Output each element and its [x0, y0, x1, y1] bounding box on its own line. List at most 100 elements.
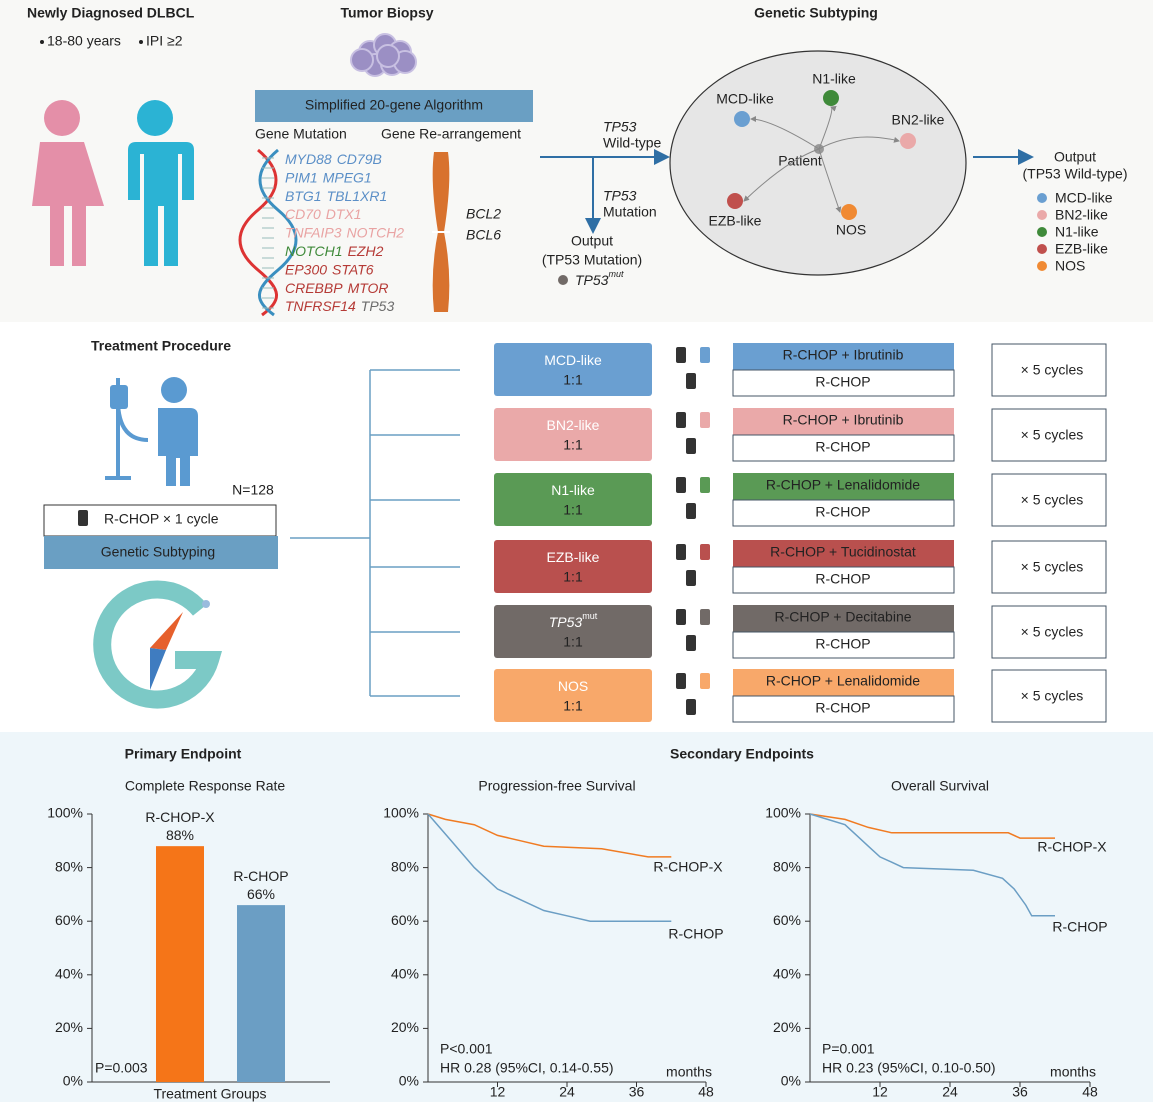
- y-tick-label: 100%: [765, 805, 801, 821]
- gene-line: NOTCH1 EZH2: [285, 243, 384, 259]
- drug-bag: [676, 609, 686, 625]
- section-title: Tumor Biopsy: [340, 5, 433, 21]
- gene-line: TNFAIP3 NOTCH2: [285, 224, 404, 240]
- arm-box: [494, 343, 652, 396]
- female-head: [44, 100, 80, 136]
- drug-bag: [78, 510, 88, 526]
- output-title: Output: [571, 233, 613, 249]
- bar-value-label: 66%: [247, 886, 275, 902]
- experimental-regimen: R-CHOP + Tucidinostat: [770, 544, 916, 560]
- cycles-label: × 5 cycles: [1021, 362, 1084, 378]
- drug-bag: [686, 373, 696, 389]
- y-tick-label: 20%: [773, 1019, 801, 1035]
- cycles-box: [991, 343, 1107, 397]
- y-tick-label: 20%: [391, 1019, 419, 1035]
- section-title: Genetic Subtyping: [754, 5, 878, 21]
- x-tick-label: 24: [559, 1084, 575, 1100]
- gene: MYD88: [285, 151, 332, 167]
- rearranged-gene: BCL2: [466, 206, 501, 222]
- section-title: Primary Endpoint: [125, 746, 242, 762]
- section-title: Newly Diagnosed DLBCL: [27, 5, 195, 21]
- male-body: [124, 142, 194, 266]
- legend-label: BN2-like: [1055, 207, 1108, 223]
- experimental-regimen: R-CHOP + Decitabine: [774, 609, 911, 625]
- bar-value-label: 88%: [166, 827, 194, 843]
- y-tick-label: 40%: [773, 966, 801, 982]
- y-tick-label: 80%: [55, 858, 83, 874]
- gene-line: CREBBP MTOR: [285, 280, 389, 296]
- y-tick-label: 0%: [781, 1073, 801, 1089]
- gene-line: MYD88 CD79B: [285, 151, 382, 167]
- section-title: Treatment Procedure: [91, 338, 231, 354]
- dna-strand: [258, 148, 298, 317]
- survival-curve: [427, 813, 672, 922]
- legend-label: MCD-like: [1055, 190, 1113, 206]
- experimental-box: [733, 605, 954, 632]
- subtype-arrow: [818, 105, 837, 150]
- control-box: [732, 631, 955, 659]
- gene-line: PIM1 MPEG1: [285, 169, 372, 185]
- experimental-regimen: R-CHOP + Lenalidomide: [766, 477, 920, 493]
- subtype-label: NOS: [836, 222, 866, 238]
- superscript: mut: [582, 611, 598, 621]
- arm-name: NOS: [558, 678, 588, 694]
- superscript: mut: [608, 269, 624, 279]
- control-box: [732, 434, 955, 462]
- algorithm-label: Simplified 20-gene Algorithm: [305, 97, 483, 113]
- arm-ratio: 1:1: [563, 698, 583, 714]
- experimental-box: [733, 408, 954, 435]
- experimental-regimen: R-CHOP + Lenalidomide: [766, 673, 920, 689]
- cycles-label: × 5 cycles: [1021, 624, 1084, 640]
- drug-icon: [700, 412, 710, 428]
- gene-line: BTG1 TBL1XR1: [285, 188, 387, 204]
- tumor-cell: [376, 44, 400, 68]
- survival-curve: [809, 813, 1055, 917]
- bar-category: R-CHOP-X: [145, 809, 215, 825]
- legend-dot: [1037, 227, 1047, 237]
- legend-label: EZB-like: [1055, 241, 1108, 257]
- subtype-node: [900, 133, 916, 149]
- induction-label: R-CHOP × 1 cycle: [104, 511, 219, 527]
- control-regimen: R-CHOP: [815, 504, 870, 520]
- experimental-box: [733, 343, 954, 370]
- output-title: Output: [1054, 149, 1096, 165]
- gene: TNFAIP3: [285, 224, 342, 240]
- y-tick-label: 80%: [391, 858, 419, 874]
- gene: TP53: [361, 298, 395, 314]
- y-tick-label: 40%: [55, 966, 83, 982]
- cycles-box: [991, 473, 1107, 527]
- control-box: [732, 499, 955, 527]
- cycles-label: × 5 cycles: [1021, 688, 1084, 704]
- survival-curve: [809, 813, 1055, 839]
- cycles-box: [991, 408, 1107, 462]
- control-regimen: R-CHOP: [815, 439, 870, 455]
- rearranged-gene: BCL6: [466, 227, 501, 243]
- legend-label: N1-like: [1055, 224, 1099, 240]
- cycles-label: × 5 cycles: [1021, 559, 1084, 575]
- gene-line: EP300 STAT6: [285, 261, 374, 277]
- x-tick-label: 36: [1012, 1084, 1028, 1100]
- drug-bag: [676, 412, 686, 428]
- cycles-box: [991, 669, 1107, 723]
- experimental-regimen: R-CHOP + Ibrutinib: [783, 412, 904, 428]
- gene: TNFRSF14: [285, 298, 356, 314]
- subtyping-label: Genetic Subtyping: [101, 544, 215, 560]
- y-tick-label: 0%: [399, 1073, 419, 1089]
- gene-line: CD70 DTX1: [285, 206, 362, 222]
- arm-name: BN2-like: [547, 417, 600, 433]
- gene: TP53: [575, 272, 609, 288]
- iv-bag: [110, 385, 128, 409]
- x-tick-label: 48: [1082, 1084, 1098, 1100]
- x-axis-label: months: [666, 1064, 712, 1080]
- legend-label: NOS: [1055, 258, 1085, 274]
- annotation: P<0.001: [440, 1041, 493, 1057]
- gene: CREBBP: [285, 280, 343, 296]
- arm-ratio: 1:1: [563, 502, 583, 518]
- algorithm-box: [255, 90, 533, 122]
- bar: [156, 846, 204, 1082]
- gene: MTOR: [348, 280, 389, 296]
- arm-box: [494, 669, 652, 722]
- gene: CD70: [285, 206, 321, 222]
- logo-compass: [150, 648, 166, 690]
